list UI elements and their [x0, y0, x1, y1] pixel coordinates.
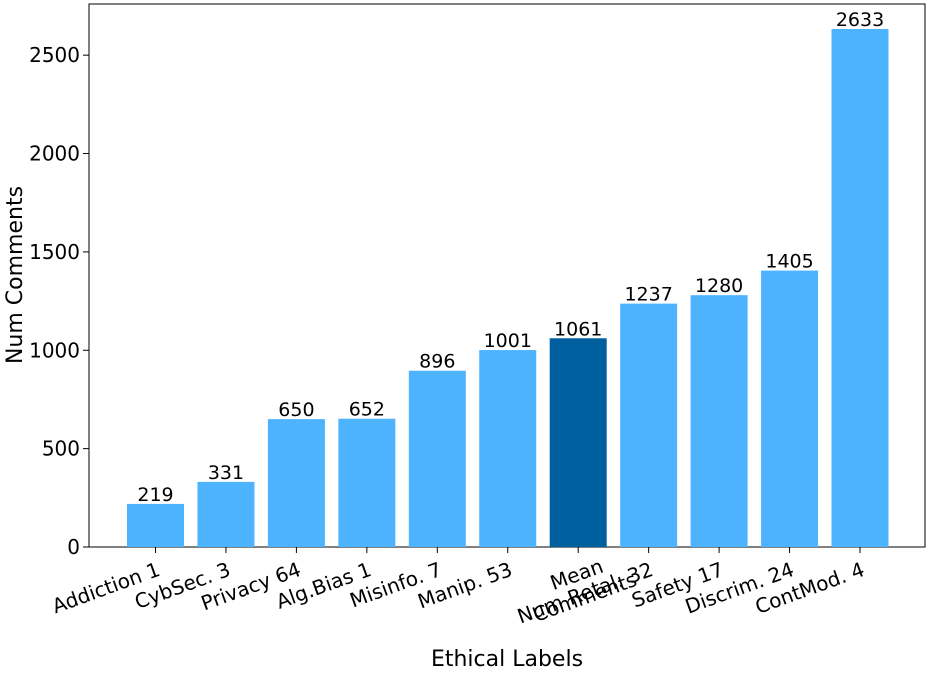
y-axis-title: Num Comments: [3, 186, 28, 364]
bar-value-label: 650: [278, 399, 314, 421]
bars-group: 219 331 650 652 896 1001 1061 1237 1280 1405 2633: [127, 9, 889, 548]
bar: [338, 418, 396, 547]
bar-value-label: 331: [208, 462, 244, 484]
bar-value-label: 1405: [765, 251, 813, 273]
y-tick-label: 0: [67, 535, 80, 559]
bar: [197, 481, 255, 547]
y-tick-label: 500: [42, 437, 80, 461]
bar: [267, 419, 325, 547]
bar-value-label: 1280: [695, 275, 743, 297]
bar: [761, 270, 819, 547]
x-axis-title: Ethical Labels: [431, 647, 583, 672]
bar-value-label: 219: [137, 484, 173, 506]
bar-value-label: 1001: [484, 330, 532, 352]
bar: [479, 350, 537, 547]
bar-value-label: 896: [419, 351, 455, 373]
bar-value-label: 1237: [624, 284, 672, 306]
bar: [620, 303, 678, 547]
y-tick-label: 1000: [29, 338, 80, 362]
bar-value-label: 2633: [836, 9, 884, 31]
bar: [690, 295, 748, 547]
y-tick-label: 2000: [29, 142, 80, 166]
bar-value-label: 652: [349, 399, 385, 421]
bar-value-label: 1061: [554, 318, 602, 340]
y-axis: 0 500 1000 1500 2000 2500: [29, 43, 89, 559]
bar: [127, 503, 184, 547]
bar: [549, 338, 607, 547]
y-tick-label: 1500: [29, 240, 80, 264]
bar: [831, 28, 889, 548]
bar: [408, 370, 466, 547]
y-tick-label: 2500: [29, 43, 80, 67]
